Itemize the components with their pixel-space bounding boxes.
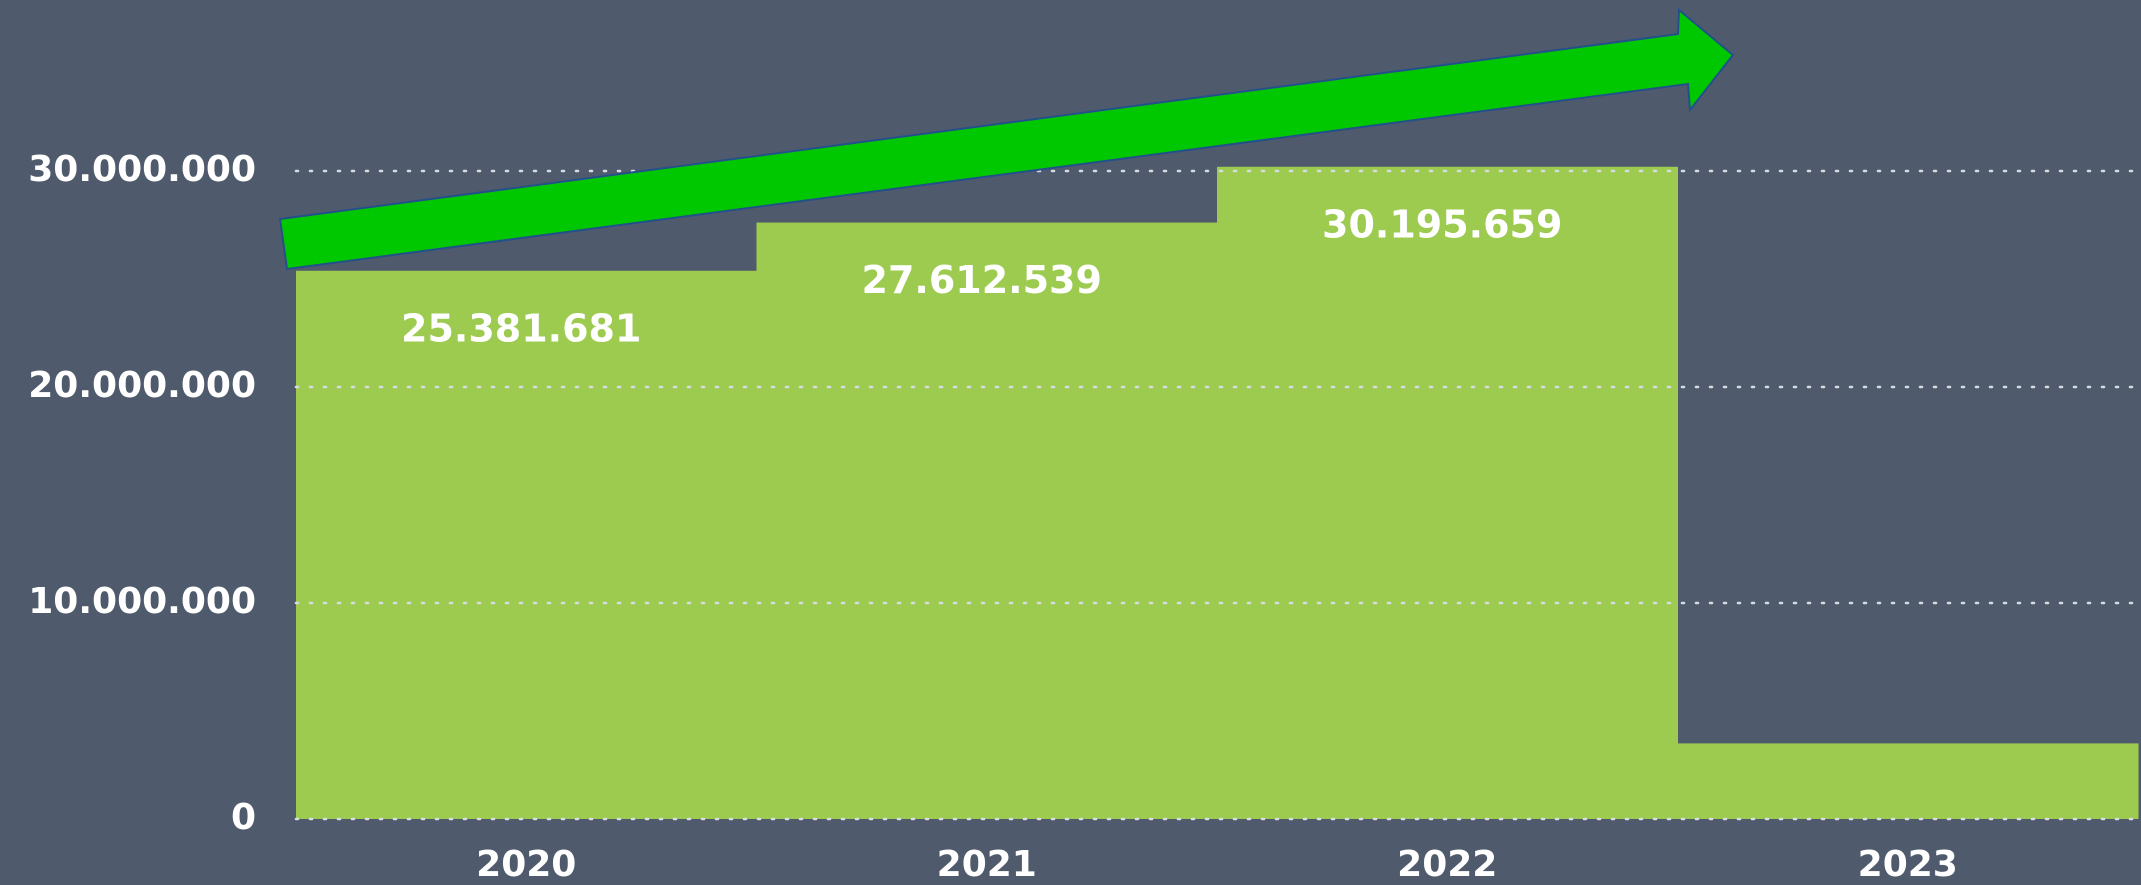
- data-label: 27.612.539: [862, 258, 1102, 302]
- data-label: 30.195.659: [1322, 202, 1562, 246]
- x-tick-label: 2021: [937, 844, 1037, 885]
- y-tick-label: 30.000.000: [28, 149, 256, 190]
- bar: [756, 222, 1218, 819]
- bar: [296, 270, 757, 819]
- data-label: 25.381.681: [401, 306, 641, 350]
- bar: [1677, 743, 2139, 819]
- x-tick-label: 2022: [1397, 844, 1497, 885]
- trend-arrow: [278, 7, 1735, 271]
- y-tick-label: 20.000.000: [28, 365, 256, 406]
- bar: [1217, 166, 1678, 820]
- y-tick-label: 0: [231, 797, 256, 838]
- y-tick-label: 10.000.000: [28, 581, 256, 622]
- x-tick-label: 2020: [476, 844, 576, 885]
- x-tick-label: 2023: [1858, 844, 1958, 885]
